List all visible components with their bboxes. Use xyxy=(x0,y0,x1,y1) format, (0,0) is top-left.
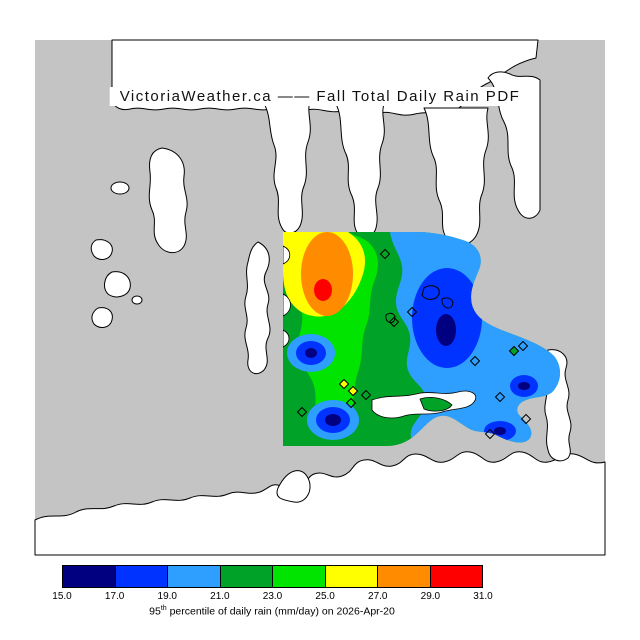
coast-notches-west-edge xyxy=(283,245,291,348)
colorbar-tick-label: 31.0 xyxy=(473,591,493,602)
contour-15-17-south-core xyxy=(325,414,341,426)
station-marker xyxy=(345,397,357,409)
station-marker xyxy=(517,340,529,352)
station-marker xyxy=(494,391,506,403)
station-marker xyxy=(338,378,350,390)
channel-islet xyxy=(419,397,453,412)
chart-title: VictoriaWeather.ca —— Fall Total Daily R… xyxy=(109,87,531,106)
island-outline-3 xyxy=(385,312,396,324)
landmass-south-spur xyxy=(276,470,311,503)
station-marker xyxy=(508,345,520,357)
island-outlines-in-domain xyxy=(385,285,454,324)
caption-superscript: th xyxy=(160,605,167,612)
caption-text: percentile of daily rain (mm/day) on 202… xyxy=(166,605,395,618)
colorbar-segment xyxy=(167,565,221,588)
colorbar-segment xyxy=(62,565,116,588)
station-marker xyxy=(469,355,481,367)
station-marker xyxy=(520,413,532,425)
station-marker xyxy=(379,248,391,260)
station-marker xyxy=(484,428,496,440)
island-west-small-5 xyxy=(131,295,143,305)
colorbar-segment xyxy=(429,565,483,588)
contour-15-17-sw-core xyxy=(305,348,317,358)
contour-15-17-se-core-2 xyxy=(494,427,506,435)
colorbar-tick-label: 29.0 xyxy=(420,591,441,602)
island-west-small-3 xyxy=(104,271,131,298)
station-marker xyxy=(388,316,400,328)
colorbar-segment xyxy=(377,565,431,588)
colorbar-tick-label: 23.0 xyxy=(262,591,283,602)
landmass-south xyxy=(34,451,606,556)
contour-15-17-east-core xyxy=(436,314,456,346)
island-west-small-1 xyxy=(110,181,130,195)
station-markers xyxy=(296,248,532,440)
colorbar-segment xyxy=(324,565,378,588)
island-west-small-2 xyxy=(90,239,113,260)
island-outline-1 xyxy=(421,285,440,300)
colorbar-tick-label: 25.0 xyxy=(315,591,335,602)
colorbar-tick-label: 21.0 xyxy=(210,591,230,602)
colorbar-segment xyxy=(272,565,326,588)
colorbar-tick-label: 27.0 xyxy=(368,591,388,602)
colorbar-tick-label: 17.0 xyxy=(104,591,125,602)
contour-29-31-red-max xyxy=(314,279,332,301)
colorbar-ticks: 15.0 17.0 19.0 21.0 23.0 25.0 27.0 29.0 31.0 xyxy=(0,591,640,603)
coast-strip-west-of-domain xyxy=(244,241,271,375)
station-marker xyxy=(360,389,372,401)
mainland-northeast xyxy=(487,71,541,219)
colorbar-segment xyxy=(219,565,273,588)
contour-15-17-se-core-1 xyxy=(518,382,530,390)
island-west-small-4 xyxy=(91,307,113,328)
caption-prefix: 95 xyxy=(149,605,161,618)
colorbar-segments xyxy=(62,565,483,588)
colorbar xyxy=(62,565,483,588)
colorbar-tick-label: 15.0 xyxy=(52,591,72,602)
colorbar-segment xyxy=(114,565,168,588)
station-marker xyxy=(296,406,308,418)
island-outline-2 xyxy=(441,297,454,309)
island-west-large xyxy=(148,147,188,253)
colorbar-tick-label: 19.0 xyxy=(157,591,177,602)
station-marker xyxy=(347,385,359,397)
contour-27-29-orange xyxy=(301,232,353,316)
caption: 95th percentile of daily rain (mm/day) o… xyxy=(149,605,395,618)
station-marker xyxy=(406,306,418,318)
